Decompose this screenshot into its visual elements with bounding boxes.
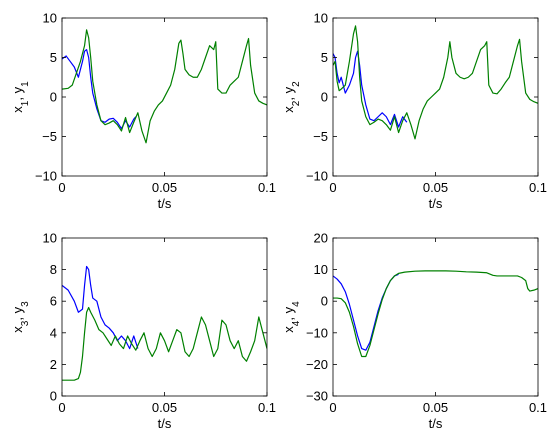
x-tick-label: 0.1: [258, 180, 276, 195]
y-tick-label: −5: [313, 129, 328, 144]
y-tick-label: 6: [50, 294, 57, 309]
x-axis-label: t/s: [158, 196, 172, 211]
x-tick-label: 0: [329, 180, 336, 195]
y-tick-label: 0: [321, 90, 328, 105]
y-tick-label: 10: [43, 11, 57, 26]
y-tick-label: −10: [306, 169, 328, 184]
series-line-1: [62, 48, 137, 130]
y-tick-label: 0: [50, 389, 57, 404]
y-tick-label: −5: [42, 129, 57, 144]
y-tick-label: 2: [50, 357, 57, 372]
series-line-1: [62, 265, 139, 350]
series-line-2: [333, 25, 538, 140]
subplot-4: 0 0.05 0.1 −30 −20 −10 0 10 20 t/s x4, y4: [281, 231, 547, 432]
series-line-1: [333, 50, 408, 128]
y-tick-label: 10: [43, 231, 57, 246]
y-axis-label: x1, y1: [10, 81, 31, 113]
subplot-3: 0 0.05 0.1 0 2 4 6 8 10 t/s x3, y3: [10, 231, 276, 432]
y-tick-label: 5: [321, 50, 328, 65]
x-tick-label: 0.05: [152, 400, 177, 415]
axes-frame: [332, 237, 539, 397]
y-tick-label: 8: [50, 262, 57, 277]
x-axis-label: t/s: [429, 196, 443, 211]
x-tick-label: 0.05: [423, 400, 448, 415]
y-tick-label: 10: [314, 11, 328, 26]
y-tick-label: 10: [314, 262, 328, 277]
y-tick-label: 4: [50, 325, 57, 340]
x-tick-label: 0: [329, 400, 336, 415]
x-axis-label: t/s: [429, 416, 443, 431]
y-tick-label: −10: [306, 325, 328, 340]
y-tick-label: −10: [35, 169, 57, 184]
y-tick-label: 5: [50, 50, 57, 65]
series-line-1: [333, 273, 399, 351]
x-axis-label: t/s: [158, 416, 172, 431]
y-axis-label: x3, y3: [10, 301, 31, 333]
series-line-2: [62, 29, 267, 144]
y-axis-label: x2, y2: [281, 81, 302, 113]
series-line-2: [333, 270, 538, 358]
x-tick-label: 0.1: [258, 400, 276, 415]
y-tick-label: 0: [321, 294, 328, 309]
x-tick-label: 0.05: [152, 180, 177, 195]
subplot-1: 0 0.05 0.1 −10 −5 0 5 10 t/s x1, y1: [10, 11, 276, 212]
y-axis-label: x4, y4: [281, 301, 302, 333]
series-line-2: [62, 306, 267, 381]
y-tick-label: −20: [306, 357, 328, 372]
y-tick-label: 20: [314, 231, 328, 246]
x-tick-label: 0.05: [423, 180, 448, 195]
x-tick-label: 0.1: [529, 400, 547, 415]
x-tick-label: 0: [58, 400, 65, 415]
y-tick-label: 0: [50, 90, 57, 105]
x-tick-label: 0.1: [529, 180, 547, 195]
y-tick-label: −30: [306, 389, 328, 404]
subplot-2: 0 0.05 0.1 −10 −5 0 5 10 t/s x2, y2: [281, 11, 547, 212]
x-tick-label: 0: [58, 180, 65, 195]
